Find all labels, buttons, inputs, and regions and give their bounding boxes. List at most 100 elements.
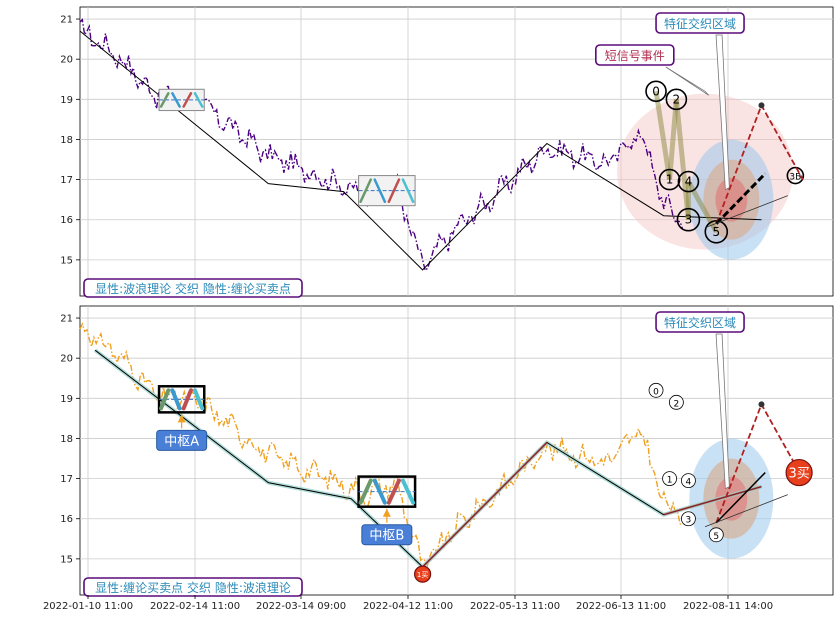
y-tick-label: 19 [60, 95, 73, 106]
feature-zone-arrow [715, 333, 730, 490]
wave-marker [681, 511, 696, 527]
wave-marker [704, 219, 729, 244]
trend-up-highlight [421, 441, 548, 568]
pivot-stroke [182, 92, 193, 108]
wave-marker [681, 473, 696, 489]
short-signal-arrow [665, 66, 710, 96]
panel-label: 显性:缠论买卖点 交织 隐性:波浪理论 [95, 580, 291, 595]
trend-line [79, 30, 762, 271]
wave-marker [658, 168, 681, 191]
pivot-stroke [181, 388, 193, 411]
y-tick-label: 16 [60, 215, 73, 226]
feature-zone-callout-label: 特征交织区域 [664, 16, 736, 31]
x-tick-label: 2022-08-11 14:00 [683, 601, 773, 612]
wave-label: 0 [653, 387, 659, 397]
y-tick-label: 19 [60, 394, 73, 405]
feature-zone-arrow [715, 34, 730, 191]
wave-marker [708, 527, 724, 543]
y-tick-label: 18 [60, 434, 73, 445]
pivot-stroke [373, 178, 387, 203]
x-tick-label: 2022-05-13 11:00 [470, 601, 560, 612]
projection-band [704, 195, 788, 229]
y-tick-label: 15 [60, 554, 73, 565]
bottom-panel: 15 16 17 18 19 20 21 中枢A 中枢B 0 1 2 3 4 5 1买 3买 特征交织区域显性:缠… [60, 305, 834, 597]
y-tick-label: 21 [60, 314, 73, 325]
x-tick-label: 2022-03-14 09:00 [256, 601, 346, 612]
x-tick-label: 2022-02-14 11:00 [150, 601, 240, 612]
x-axis: 2022-01-10 11:00 2022-02-14 11:00 2022-03-… [43, 595, 773, 612]
x-tick-label: 2022-06-13 11:00 [576, 601, 666, 612]
y-tick-label: 17 [60, 474, 73, 485]
pivot-stroke [358, 478, 373, 505]
pivot-stroke [159, 92, 170, 108]
projection-band [704, 494, 788, 528]
projection-apex [758, 102, 765, 109]
wave-label: 2 [674, 399, 680, 409]
y-tick-label: 16 [60, 514, 73, 525]
wave-label: 3 [686, 516, 692, 526]
wave-label: 1 [666, 173, 674, 187]
wave-marker [645, 80, 667, 103]
feature-zone-callout-box [655, 12, 745, 34]
y-tick-label: 18 [60, 135, 73, 146]
pivot-stroke [372, 478, 387, 505]
wave-marker [786, 166, 805, 185]
pivot-label-box [361, 524, 413, 546]
pivot-stroke [159, 388, 171, 411]
pivot-stroke [192, 388, 205, 411]
y-tick-label: 17 [60, 175, 73, 186]
pivot-label-box [156, 429, 208, 451]
wave-label: 5 [713, 532, 719, 542]
wave-label: 0 [652, 84, 660, 98]
projection-main [715, 472, 766, 524]
feature-zone-callout-box [655, 311, 745, 333]
pivot-stroke [386, 478, 401, 505]
projection-main [715, 172, 767, 225]
pivot-stroke [170, 388, 182, 411]
y-tick-label: 15 [60, 255, 73, 266]
y-tick-label: 20 [60, 55, 73, 66]
trend-up-highlight [663, 485, 762, 516]
wave-label: 5 [712, 225, 720, 239]
x-tick-label: 2022-01-10 11:00 [43, 601, 133, 612]
wave-marker [676, 207, 701, 232]
short-signal-callout-box [595, 44, 675, 66]
panel-label-box [83, 577, 303, 597]
y-tick-label: 20 [60, 354, 73, 365]
pivot-label: 中枢B [369, 529, 404, 544]
pivot-stroke [171, 92, 181, 108]
wave-marker [665, 88, 688, 111]
wave-marker [648, 382, 664, 398]
wave-marker [677, 170, 700, 193]
pivot-stroke [401, 178, 415, 203]
pivot-stroke [193, 92, 204, 108]
top-panel: 15 16 17 18 19 20 21 0 1 2 3 4 5 3B 特征交织区域短信号事件显性:波浪理论… [60, 6, 834, 298]
y-tick-label: 21 [60, 15, 73, 26]
wave-label: 3 [685, 213, 693, 227]
zone-core [715, 177, 748, 222]
wave-marker [668, 394, 684, 410]
x-tick-label: 2022-04-12 11:00 [363, 601, 453, 612]
wave-label: 4 [686, 478, 692, 488]
buy-signal-marker [785, 458, 813, 487]
pivot-stroke [387, 178, 401, 203]
pivot-stroke [400, 478, 416, 505]
short-signal-callout-label: 短信号事件 [605, 49, 665, 63]
pivot-label-arrowhead [382, 508, 391, 517]
wave-label: 1 [667, 476, 673, 486]
wave-label: 2 [673, 92, 681, 106]
buy-signal-label: 1买 [417, 571, 428, 579]
projection-apex [758, 401, 765, 408]
buy-signal-marker [414, 565, 432, 583]
panel-label: 显性:波浪理论 交织 隐性:缠论买卖点 [95, 281, 291, 296]
pivot-label: 中枢A [164, 434, 199, 449]
wave-label: 4 [685, 175, 693, 189]
buy-signal-label: 3买 [788, 467, 809, 482]
wave-leg [653, 90, 673, 180]
pivot-stroke [359, 178, 372, 203]
wave-marker [662, 471, 677, 486]
panel-label-box [83, 278, 303, 298]
feature-zone-callout-label: 特征交织区域 [664, 315, 736, 330]
wave-label: 3B [789, 173, 801, 183]
